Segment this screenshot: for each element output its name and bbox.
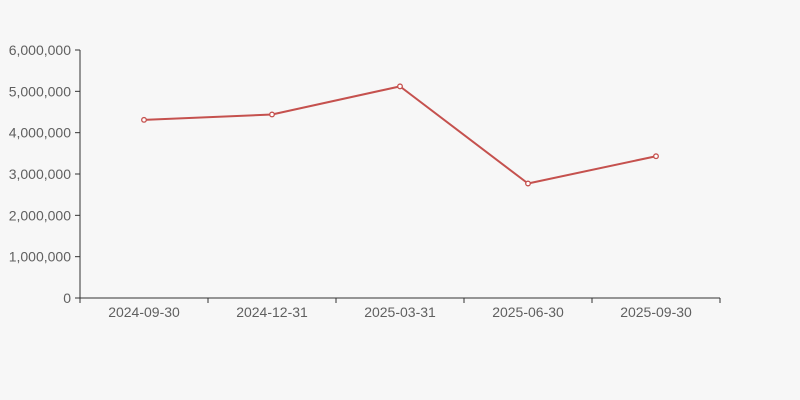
x-tick-label: 2024-09-30 [108, 304, 180, 320]
series-line [143, 85, 657, 185]
data-point[interactable] [525, 180, 531, 187]
y-tick-label: 2,000,000 [9, 207, 71, 223]
x-tick-label: 2025-09-30 [620, 304, 692, 320]
data-point[interactable] [653, 153, 659, 160]
y-tick-label: 0 [63, 290, 71, 306]
x-tick-label: 2025-03-31 [364, 304, 436, 320]
data-point[interactable] [397, 83, 403, 90]
y-tick-label: 4,000,000 [9, 125, 71, 141]
x-tick-label: 2025-06-30 [492, 304, 564, 320]
y-tick-label: 1,000,000 [9, 249, 71, 265]
x-tick-label: 2024-12-31 [236, 304, 308, 320]
y-tick-label: 6,000,000 [9, 42, 71, 58]
data-point[interactable] [269, 111, 275, 118]
y-tick-label: 3,000,000 [9, 166, 71, 182]
y-tick-label: 5,000,000 [9, 83, 71, 99]
data-point[interactable] [141, 116, 147, 123]
